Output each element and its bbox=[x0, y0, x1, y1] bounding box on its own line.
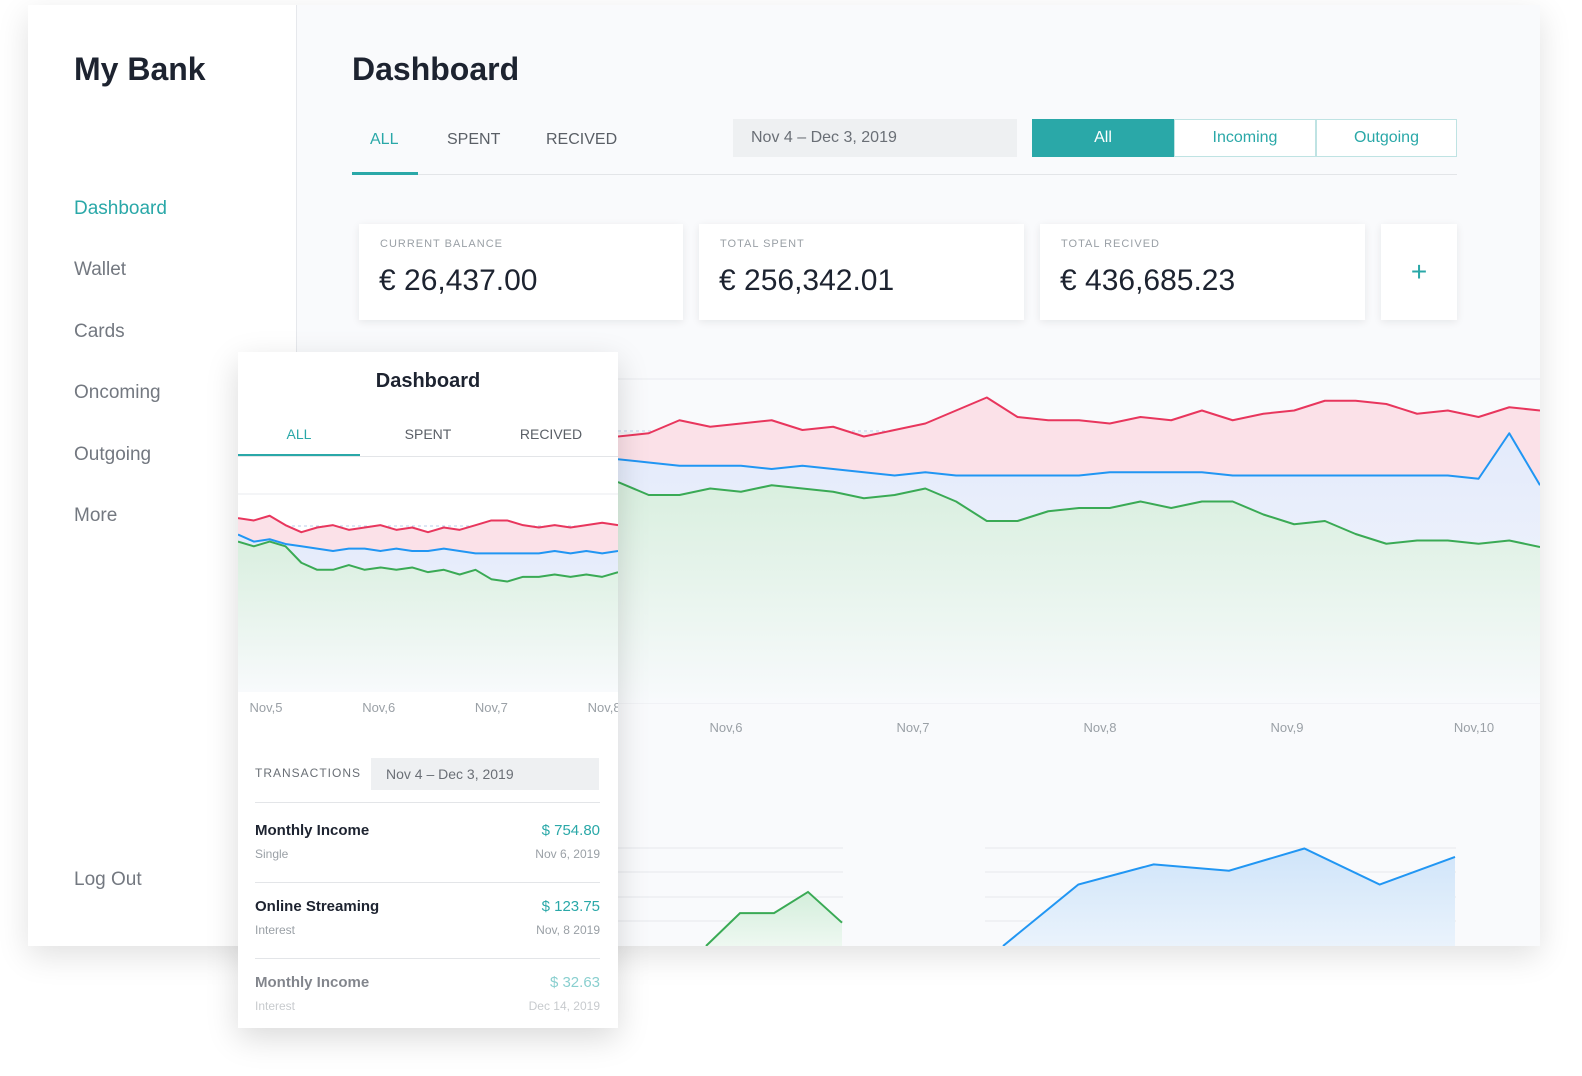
filter[interactable]: Incoming bbox=[1174, 119, 1316, 157]
transaction-date: Nov, 8 2019 bbox=[536, 923, 600, 937]
transaction-type: Single bbox=[255, 847, 289, 861]
main-chart: Nov,6 Nov,7 Nov,8 Nov,9 Nov,10 bbox=[618, 378, 1540, 735]
transaction-amount: $ 123.75 bbox=[541, 898, 600, 915]
stat-label: CURRENT BALANCE bbox=[380, 238, 503, 250]
stat-card: CURRENT BALANCE € 26,437.00 bbox=[359, 224, 683, 320]
stat-value: € 26,437.00 bbox=[379, 264, 538, 297]
tab[interactable]: ALL bbox=[286, 426, 312, 442]
x-label: Nov,9 bbox=[1271, 720, 1304, 735]
line bbox=[238, 533, 618, 555]
transaction-type: Interest bbox=[255, 923, 296, 937]
line bbox=[238, 540, 618, 583]
filter[interactable]: Outgoing bbox=[1316, 119, 1457, 157]
bottom-chart bbox=[985, 847, 1456, 946]
nav-item[interactable]: Outgoing bbox=[74, 444, 152, 465]
mobile-chart: Nov,5 Nov,6 Nov,7 Nov,8 bbox=[238, 493, 618, 715]
area bbox=[618, 482, 1540, 703]
tab-underline bbox=[352, 172, 418, 175]
area bbox=[238, 541, 618, 692]
area bbox=[1003, 848, 1455, 946]
divider bbox=[255, 802, 600, 803]
nav-item[interactable]: Dashboard bbox=[74, 198, 167, 219]
stat-label: TOTAL RECIVED bbox=[1061, 238, 1160, 250]
nav-item[interactable]: Cards bbox=[74, 321, 125, 342]
transaction-date: Dec 14, 2019 bbox=[528, 999, 600, 1013]
divider bbox=[255, 958, 600, 959]
x-label: Nov,6 bbox=[710, 720, 743, 735]
x-label: Nov,8 bbox=[588, 700, 618, 715]
app-window: My Bank Dashboard Wallet Cards Oncoming … bbox=[28, 5, 1540, 946]
divider bbox=[352, 174, 1457, 175]
tab[interactable]: SPENT bbox=[404, 426, 452, 442]
divider bbox=[255, 882, 600, 883]
line bbox=[1002, 847, 1456, 946]
x-label: Nov,6 bbox=[362, 700, 395, 715]
tab[interactable]: RECIVED bbox=[546, 131, 618, 148]
nav-item[interactable]: Wallet bbox=[74, 259, 127, 280]
date-picker[interactable]: Nov 4 – Dec 3, 2019 bbox=[371, 758, 599, 790]
nav-item[interactable]: More bbox=[74, 505, 118, 526]
stat-value: € 256,342.01 bbox=[719, 264, 895, 297]
stat-card: TOTAL RECIVED € 436,685.23 bbox=[1040, 224, 1365, 320]
add-button[interactable]: + bbox=[1381, 224, 1457, 320]
transaction-title: Monthly Income bbox=[255, 974, 370, 991]
line bbox=[618, 481, 1540, 548]
line bbox=[618, 432, 1540, 486]
transaction-title: Online Streaming bbox=[255, 898, 380, 915]
logout[interactable]: Log Out bbox=[74, 869, 142, 890]
line bbox=[705, 890, 843, 946]
stat-card: TOTAL SPENT € 256,342.01 bbox=[699, 224, 1024, 320]
transaction-date: Nov 6, 2019 bbox=[535, 847, 600, 861]
date-picker[interactable]: Nov 4 – Dec 3, 2019 bbox=[733, 119, 1017, 157]
area bbox=[706, 891, 842, 946]
line bbox=[238, 514, 618, 534]
mobile-view: Dashboard ALL SPENT RECIVED Nov,5 Nov,6 No… bbox=[238, 352, 618, 1028]
stat-label: TOTAL SPENT bbox=[720, 238, 805, 250]
transaction-title: Monthly Income bbox=[255, 822, 370, 839]
brand: My Bank bbox=[74, 51, 206, 87]
tab[interactable]: ALL bbox=[370, 131, 399, 148]
bottom-chart bbox=[618, 847, 843, 946]
filter[interactable]: All bbox=[1032, 119, 1174, 157]
page-title: Dashboard bbox=[352, 51, 520, 87]
transaction-amount: $ 754.80 bbox=[541, 822, 600, 839]
x-label: Nov,5 bbox=[250, 700, 283, 715]
stat-value: € 436,685.23 bbox=[1060, 264, 1236, 297]
transaction-amount: $ 32.63 bbox=[549, 974, 600, 991]
nav-item[interactable]: Oncoming bbox=[74, 382, 161, 403]
mobile-title: Dashboard bbox=[375, 370, 481, 392]
x-label: Nov,7 bbox=[475, 700, 508, 715]
x-label: Nov,7 bbox=[897, 720, 930, 735]
transaction-type: Interest bbox=[255, 999, 296, 1013]
x-label: Nov,8 bbox=[1084, 720, 1117, 735]
section-label: TRANSACTIONS bbox=[255, 766, 362, 780]
tab[interactable]: SPENT bbox=[447, 131, 501, 148]
divider bbox=[238, 456, 618, 457]
tab-underline bbox=[238, 454, 360, 456]
x-label: Nov,10 bbox=[1454, 720, 1494, 735]
tab[interactable]: RECIVED bbox=[519, 426, 583, 442]
line bbox=[618, 396, 1540, 438]
